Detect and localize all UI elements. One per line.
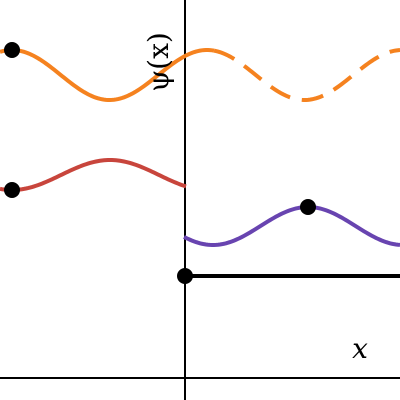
dot bbox=[300, 199, 316, 215]
dot bbox=[177, 268, 193, 284]
purple-wave bbox=[183, 204, 400, 247]
dot bbox=[4, 42, 20, 58]
orange-wave-dashed bbox=[213, 48, 400, 103]
red-wave bbox=[0, 157, 187, 193]
orange-wave bbox=[0, 47, 215, 103]
y-axis-label: ψ(x) bbox=[142, 32, 175, 92]
dot bbox=[4, 182, 20, 198]
x-axis-label: x bbox=[352, 332, 368, 365]
